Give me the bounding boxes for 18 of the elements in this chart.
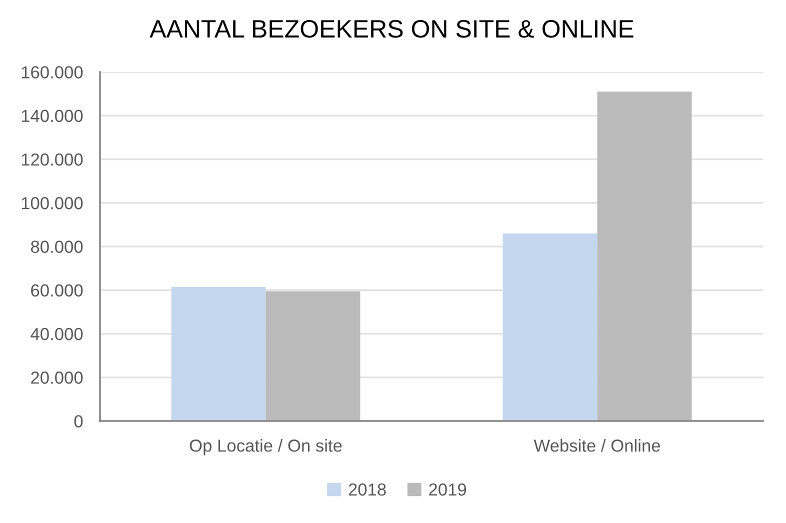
x-tick-label: Op Locatie / On site [190,439,342,456]
legend-label: 2019 [429,483,466,496]
y-tick-label: 100.000 [22,197,83,210]
y-tick-label: 40.000 [30,328,83,340]
y-tick-label: 80.000 [30,240,83,253]
legend-label: 2018 [348,483,386,496]
y-tick-label: 140.000 [22,110,83,122]
chart-title: AANTAL BEZOEKERS ON SITE & ONLINE [150,20,634,38]
bar [266,291,360,421]
y-tick-label: 120.000 [22,153,83,166]
x-tick-label: Website / Online [534,439,660,452]
y-tick-label: 20.000 [31,372,83,384]
bar [171,286,266,421]
bar [597,92,692,421]
bar [502,233,598,421]
y-tick-label: 160.000 [22,66,83,78]
y-tick-label: 60.000 [31,284,83,297]
y-tick-label: 0 [74,415,83,428]
